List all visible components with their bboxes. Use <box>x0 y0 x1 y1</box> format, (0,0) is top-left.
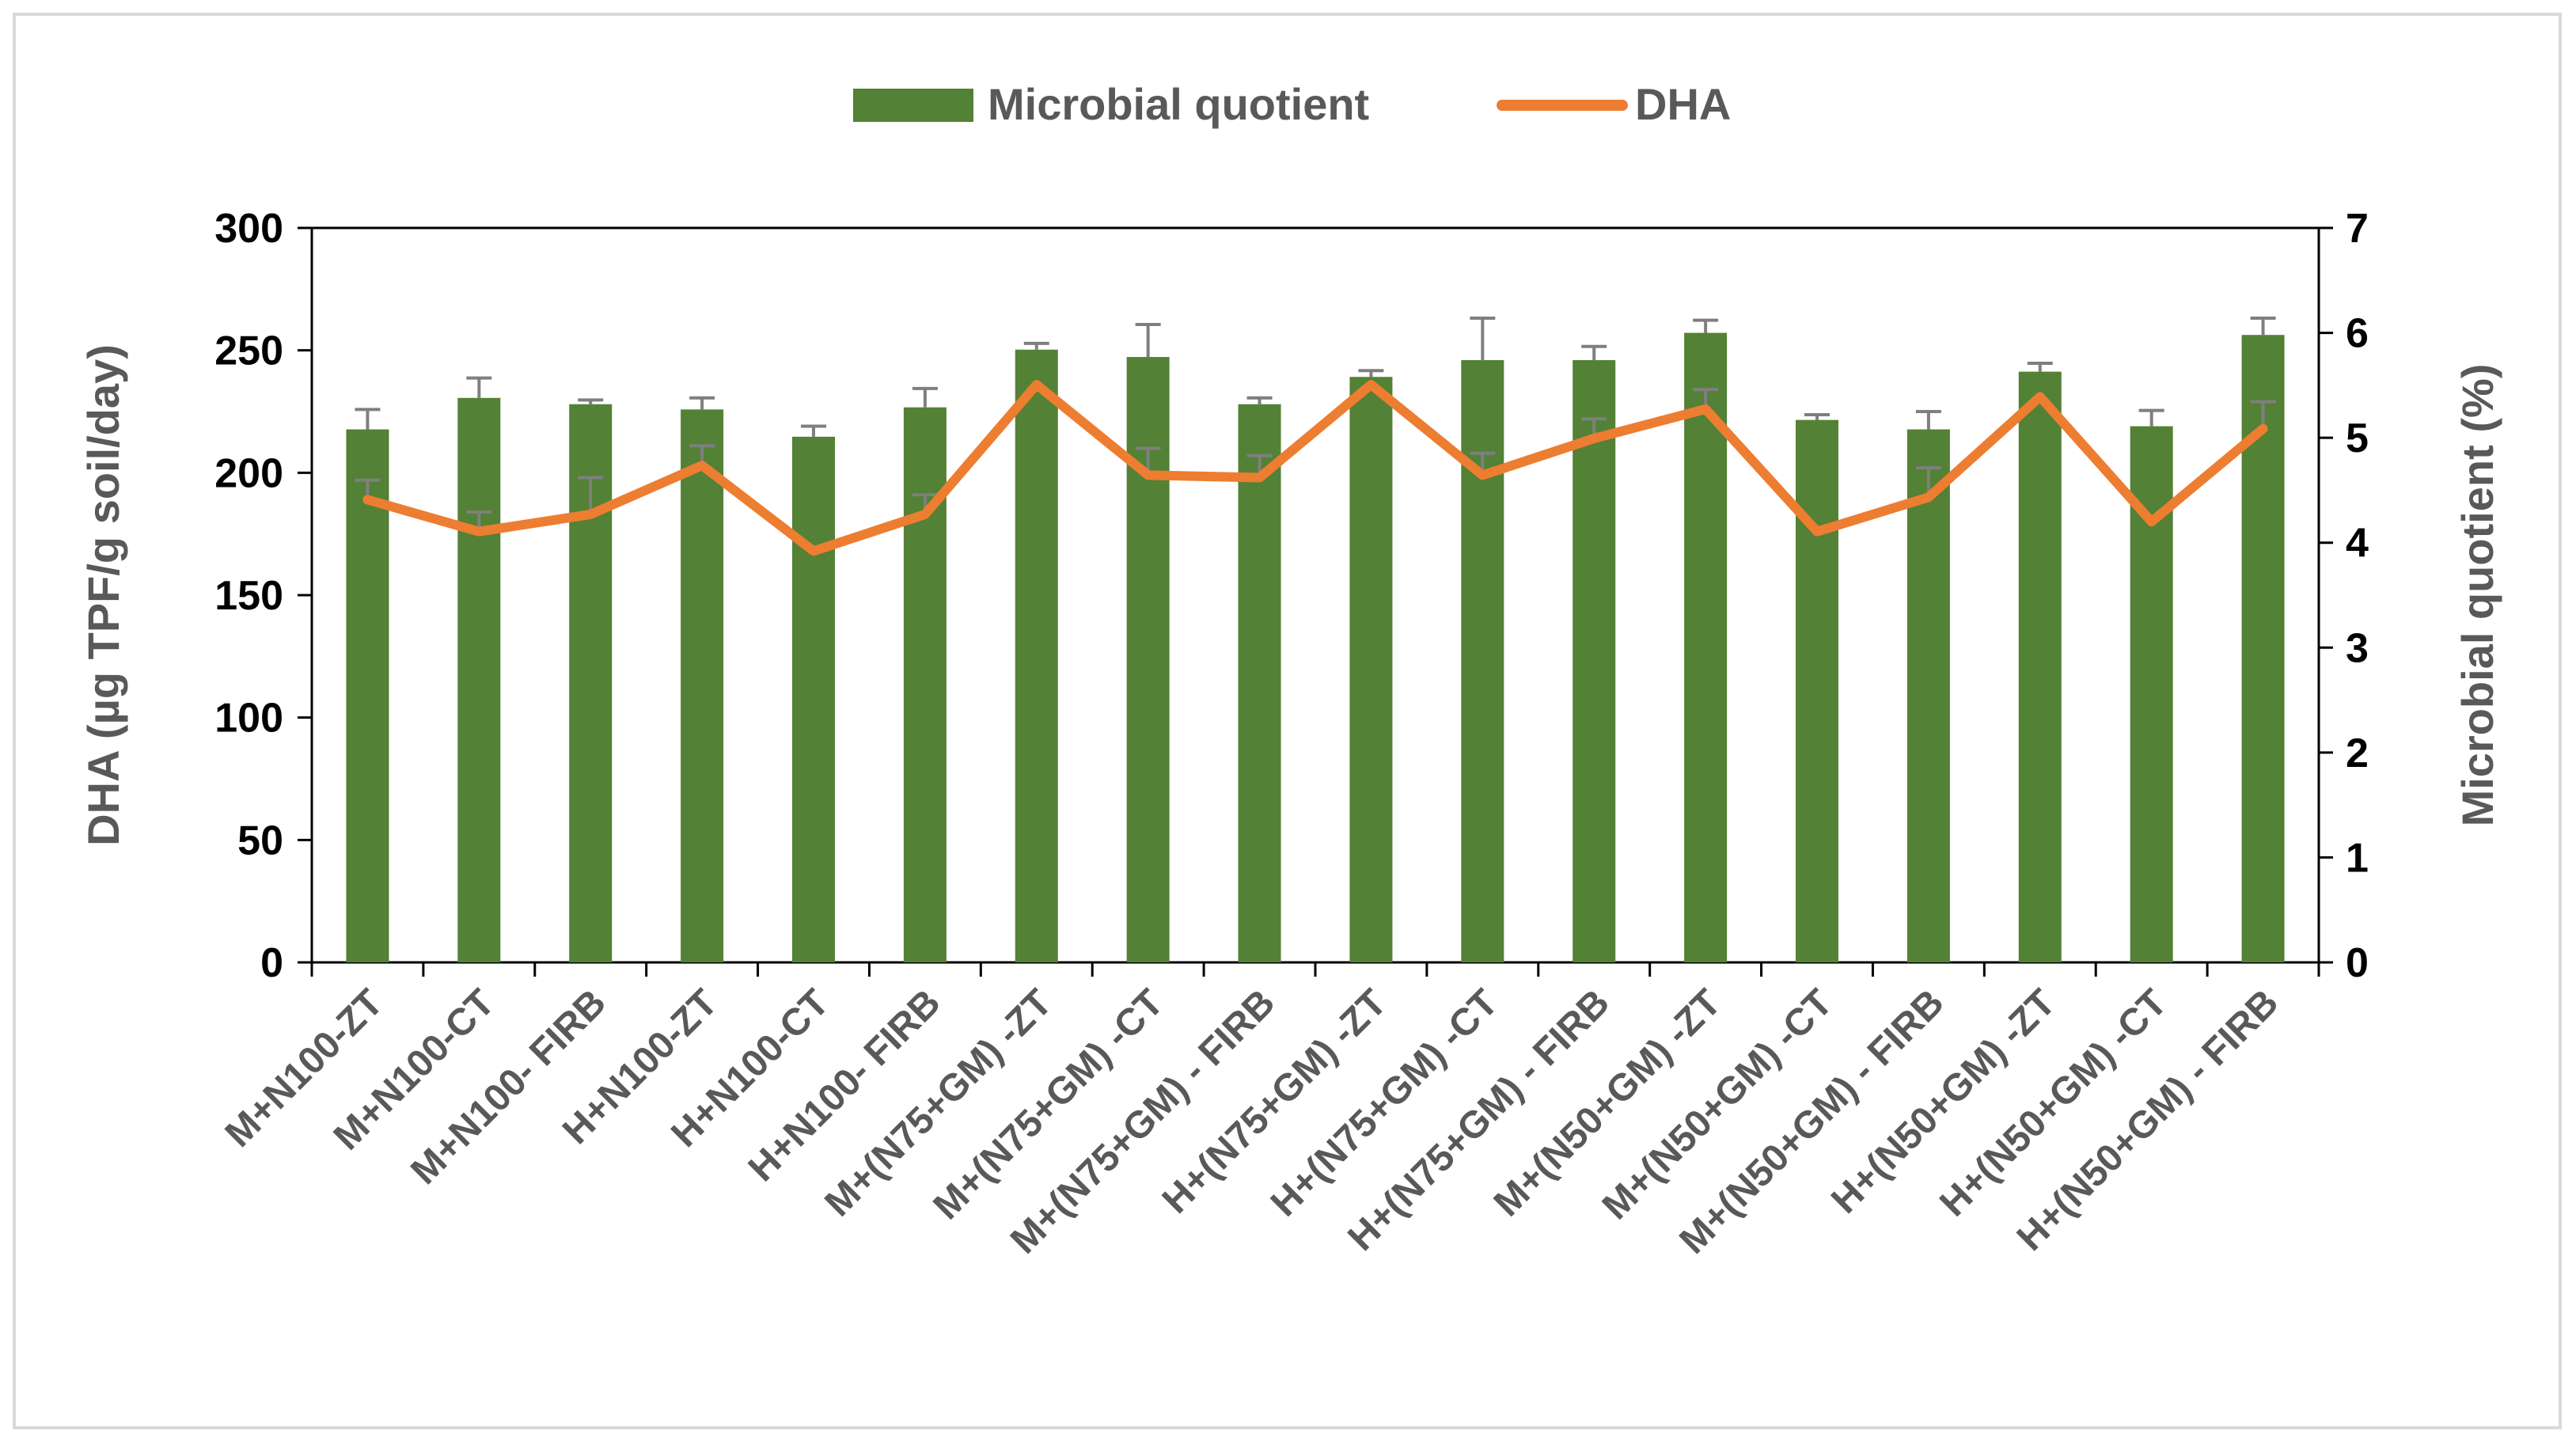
category-label: H+N100- FIRB <box>741 981 949 1190</box>
right-axis-tick-label: 4 <box>2346 521 2369 567</box>
bar <box>2018 371 2062 962</box>
plot-border <box>310 226 2320 964</box>
bar <box>1015 349 1058 963</box>
left-axis-tick-label: 250 <box>214 328 283 374</box>
bar <box>681 409 724 962</box>
category-label: M+N100- FIRB <box>403 981 614 1193</box>
bar <box>457 397 501 962</box>
dha-point <box>924 514 926 515</box>
dha-point <box>813 550 814 552</box>
bar <box>792 436 835 962</box>
bar <box>1461 360 1504 962</box>
dha-point <box>1816 531 1818 533</box>
right-axis-tick-label: 5 <box>2346 416 2369 461</box>
bar <box>1906 429 1950 962</box>
right-axis-tick-label: 1 <box>2346 835 2369 881</box>
legend: Microbial quotient DHA <box>853 79 1731 129</box>
bar <box>1684 332 1728 963</box>
right-axis-tick-label: 7 <box>2346 206 2369 252</box>
right-axis-tick-label: 2 <box>2346 730 2369 776</box>
left-axis-tick-label: 200 <box>214 450 283 496</box>
left-axis-title: DHA (µg TPF/g soil/day) <box>78 344 128 846</box>
dha-point <box>2151 521 2153 522</box>
dha-line <box>362 380 2268 556</box>
dha-point <box>1705 408 1706 410</box>
dha-point <box>2263 428 2264 430</box>
dha-point <box>590 514 591 515</box>
dha-point <box>2039 396 2041 397</box>
right-axis-tick-label: 0 <box>2346 940 2369 986</box>
bar <box>1796 419 1838 962</box>
left-axis-tick-label: 50 <box>237 818 283 863</box>
left-axis-tick-label: 300 <box>214 206 283 252</box>
bar <box>1238 404 1281 963</box>
line-series-group <box>362 380 2268 556</box>
dha-point <box>701 465 703 466</box>
dha-point <box>1259 477 1261 479</box>
left-axis-tick-label: 0 <box>260 940 283 986</box>
dha-point <box>1370 384 1371 385</box>
right-axis-tick-label: 3 <box>2346 625 2369 671</box>
plot-area <box>310 226 2320 964</box>
dha-point <box>478 531 480 533</box>
bar <box>1349 377 1393 962</box>
right-axis-title: Microbial quotient (%) <box>2453 364 2502 827</box>
bar <box>346 429 389 962</box>
dha-point <box>1481 474 1483 476</box>
dha-point <box>1148 474 1149 476</box>
axes-group <box>298 226 2333 977</box>
dha-point <box>1036 384 1038 385</box>
legend-label-microbial-quotient: Microbial quotient <box>988 79 1369 129</box>
dha-point <box>366 499 368 500</box>
line-error-bars-group <box>355 388 2276 532</box>
left-axis-tick-label: 150 <box>214 573 283 619</box>
legend-swatch-bar <box>853 89 973 122</box>
right-axis-tick-label: 6 <box>2346 311 2369 357</box>
legend-label-dha: DHA <box>1635 79 1731 129</box>
left-axis-tick-label: 100 <box>214 696 283 742</box>
dha-point <box>1928 496 1929 498</box>
bar <box>1573 360 1616 962</box>
bar-error-bars-group <box>355 317 2276 437</box>
dha-point <box>1593 438 1595 439</box>
